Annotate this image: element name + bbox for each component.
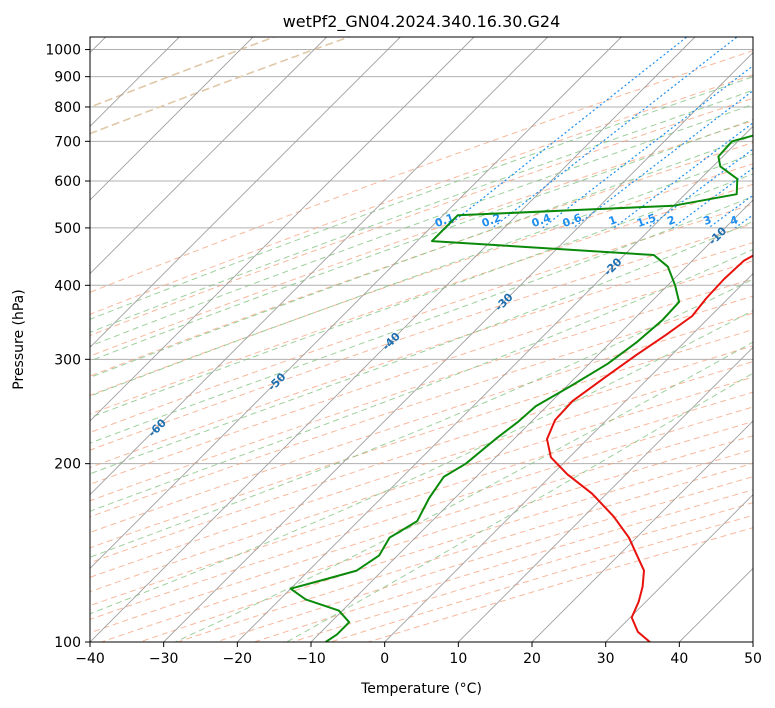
dry-adiabat-line bbox=[90, 241, 753, 469]
y-tick-label: 400 bbox=[54, 278, 81, 294]
x-tick-label: −40 bbox=[75, 651, 105, 667]
mixing-ratio-label: 0.6 bbox=[561, 211, 584, 230]
isotherm-line bbox=[90, 37, 254, 201]
dewpoint-line bbox=[289, 134, 753, 642]
moist-adiabat-line bbox=[90, 173, 753, 419]
x-tick-label: 50 bbox=[744, 651, 762, 667]
moist-adiabat-line bbox=[90, 118, 753, 362]
isotherm-line bbox=[163, 52, 753, 642]
dry-adiabat-line bbox=[90, 329, 753, 549]
dry-adiabat-line bbox=[90, 203, 753, 433]
dry-adiabat-line bbox=[90, 295, 753, 518]
mixing-ratio-label: 1 bbox=[607, 213, 619, 228]
x-tick-label: 20 bbox=[523, 651, 541, 667]
moist-adiabat-line bbox=[90, 278, 753, 558]
mixing-ratio-line bbox=[445, 37, 688, 229]
x-tick-label: 30 bbox=[597, 651, 615, 667]
isotherm-line bbox=[384, 273, 753, 642]
dry-adiabat-line bbox=[90, 74, 753, 315]
mixing-ratio-label: 0.1 bbox=[433, 211, 456, 230]
mixing-ratio-label: 0.4 bbox=[530, 211, 553, 230]
reference-curve bbox=[90, 37, 352, 135]
x-axis-title: Temperature (°C) bbox=[360, 681, 482, 697]
x-tick-label: −30 bbox=[149, 651, 179, 667]
isotherm-line bbox=[605, 494, 753, 642]
x-tick-label: 10 bbox=[449, 651, 467, 667]
x-axis: −40 −30 −20 −10 0 10 20 30 40 50 bbox=[75, 642, 762, 667]
dry-adiabat-line bbox=[90, 278, 753, 502]
y-tick-label: 1000 bbox=[45, 43, 81, 59]
isotherm-line bbox=[310, 199, 753, 642]
sounding-series bbox=[289, 134, 753, 642]
mixing-ratio-lines bbox=[445, 37, 753, 229]
mixing-ratio-line bbox=[613, 122, 753, 229]
isotherm-line bbox=[90, 37, 327, 275]
isotherm-line bbox=[90, 37, 475, 422]
mixing-ratio-label: 3 bbox=[702, 213, 714, 228]
y-tick-label: 200 bbox=[54, 457, 81, 473]
y-tick-label: 500 bbox=[54, 221, 81, 237]
plot-frame bbox=[89, 36, 754, 643]
moist-adiabats bbox=[90, 76, 753, 642]
skewed-isotherms bbox=[90, 37, 753, 642]
isotherm-line bbox=[90, 37, 696, 642]
mixing-ratio-label: 1.5 bbox=[635, 211, 658, 230]
temperature-line bbox=[546, 254, 753, 642]
moist-adiabat-line bbox=[90, 195, 753, 444]
y-axis-title: Pressure (hPa) bbox=[11, 289, 27, 389]
chart-title: wetPf2_GN04.2024.340.16.30.G24 bbox=[283, 12, 561, 32]
dry-adiabat-line bbox=[90, 97, 753, 337]
isotherm-line bbox=[90, 37, 548, 496]
dry-adiabat-line bbox=[90, 50, 753, 293]
moist-adiabat-line bbox=[90, 89, 753, 333]
isotherm-line bbox=[90, 37, 401, 348]
y-axis: 1000 900 800 700 600 500 400 300 200 100 bbox=[45, 43, 90, 651]
y-tick-label: 700 bbox=[54, 134, 81, 150]
x-tick-label: 0 bbox=[380, 651, 389, 667]
dry-adiabat-line bbox=[90, 183, 753, 415]
horizontal-grid bbox=[90, 49, 753, 642]
special-curves bbox=[90, 37, 352, 135]
mixing-ratio-line bbox=[572, 89, 753, 229]
x-tick-label: −20 bbox=[223, 651, 253, 667]
dry-adiabat-line bbox=[90, 391, 753, 607]
mixing-ratio-label: 2 bbox=[665, 213, 677, 228]
moist-adiabat-line bbox=[90, 76, 753, 320]
isotherm-line bbox=[90, 37, 622, 569]
y-tick-label: 600 bbox=[54, 174, 81, 190]
y-tick-label: 900 bbox=[54, 70, 81, 86]
isotherm-line bbox=[458, 346, 753, 642]
isotherm-line bbox=[531, 420, 753, 642]
mixing-ratio-label: 4 bbox=[728, 213, 740, 228]
y-tick-label: 300 bbox=[54, 352, 81, 368]
plot-area: 0.10.20.40.611.52346810131620253036-100-… bbox=[90, 37, 753, 642]
mixing-ratio-label: 0.2 bbox=[480, 211, 503, 230]
moist-adiabat-line bbox=[90, 153, 753, 397]
x-tick-label: 40 bbox=[670, 651, 688, 667]
y-tick-label: 100 bbox=[54, 635, 81, 651]
x-tick-label: −10 bbox=[296, 651, 326, 667]
y-tick-label: 800 bbox=[54, 100, 81, 116]
